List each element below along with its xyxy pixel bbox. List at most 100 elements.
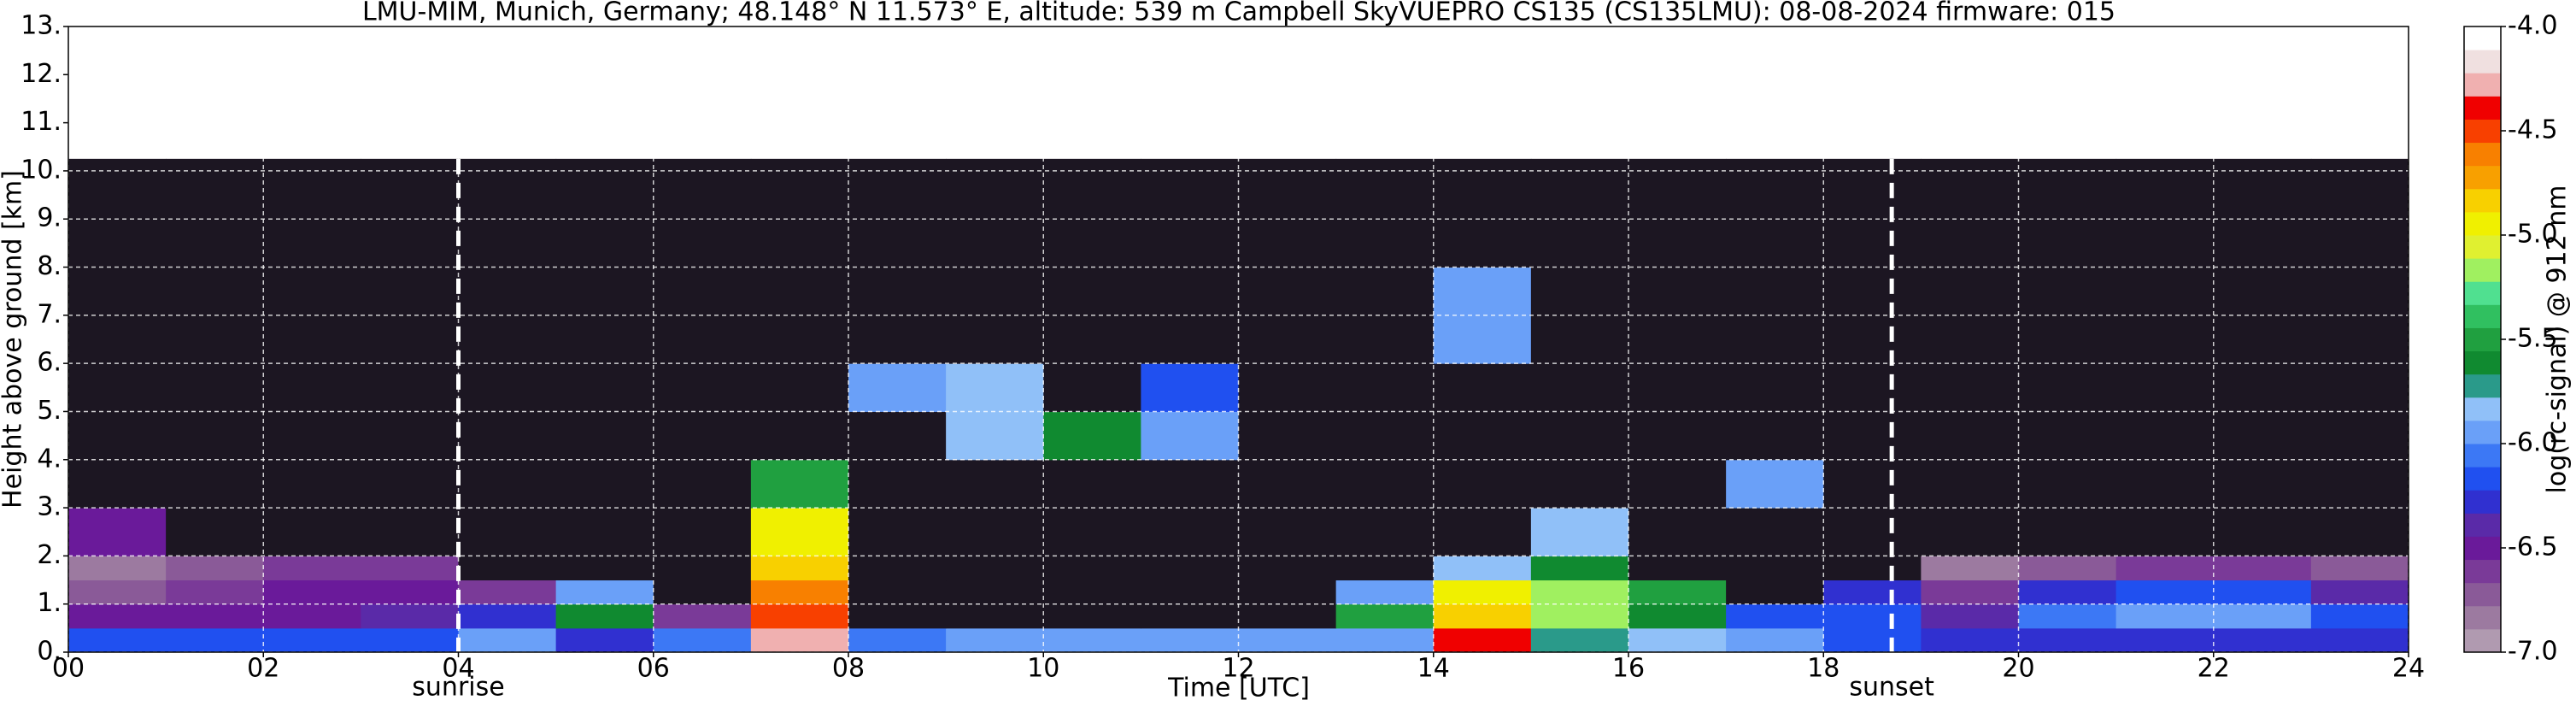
heatmap-cell: [1043, 627, 1141, 653]
heatmap-cell: [555, 158, 654, 268]
heatmap-cell: [1726, 508, 1824, 556]
annotation-label: sunset: [1849, 673, 1934, 703]
heatmap-cell: [1628, 627, 1727, 653]
x-tick-label: 20: [2002, 654, 2034, 684]
heatmap-cell: [1726, 363, 1824, 412]
heatmap-cell: [2115, 556, 2215, 581]
heatmap-cell: [750, 411, 849, 461]
heatmap-cell: [361, 508, 459, 556]
colorbar-swatch: [2464, 350, 2501, 375]
heatmap-cell: [166, 556, 264, 581]
colorbar-swatch: [2464, 73, 2501, 97]
heatmap-cell: [68, 508, 167, 556]
heatmap-cell: [2213, 363, 2312, 412]
colorbar-swatch: [2464, 536, 2501, 561]
heatmap-cell: [750, 158, 849, 268]
heatmap-cell: [1726, 603, 1824, 629]
heatmap-cell: [1921, 411, 2019, 461]
colorbar-swatch: [2464, 26, 2501, 50]
heatmap-cell: [2310, 459, 2409, 509]
heatmap-cell: [1726, 627, 1824, 653]
heatmap-cell: [1335, 603, 1435, 629]
heatmap-cell: [2115, 580, 2215, 605]
y-tick-label: 6.: [37, 348, 62, 378]
x-tick-label: 18: [1807, 654, 1840, 684]
colorbar-tick-label: -7.0: [2508, 637, 2558, 667]
heatmap-cell: [1628, 508, 1727, 556]
heatmap-cell: [1823, 603, 1922, 629]
heatmap-cell: [946, 508, 1044, 556]
heatmap-cell: [750, 580, 849, 605]
heatmap-cell: [1726, 556, 1824, 581]
heatmap-cell: [1921, 508, 2019, 556]
heatmap-cell: [1823, 627, 1922, 653]
y-tick-label: 9.: [37, 203, 62, 233]
heatmap-cell: [263, 580, 361, 605]
heatmap-cell: [263, 508, 361, 556]
heatmap-cell: [1433, 158, 1532, 268]
heatmap-cell: [653, 603, 752, 629]
heatmap-cell: [555, 363, 654, 412]
y-tick-label: 0.: [37, 637, 62, 667]
colorbar-tick-label: -5.0: [2508, 220, 2558, 250]
heatmap-cell: [2213, 459, 2312, 509]
heatmap-cell: [68, 459, 167, 509]
heatmap-cell: [848, 411, 947, 461]
heatmap-cell: [1335, 556, 1435, 581]
heatmap-cell: [166, 603, 264, 629]
heatmap-cell: [458, 363, 557, 412]
heatmap-cell: [1141, 556, 1239, 581]
heatmap-cell: [848, 556, 947, 581]
colorbar-swatch: [2464, 165, 2501, 190]
heatmap-cell: [458, 508, 557, 556]
heatmap-cell: [1921, 627, 2019, 653]
colorbar-tick-label: -4.0: [2508, 11, 2558, 41]
heatmap-cell: [1043, 556, 1141, 581]
heatmap-cell: [1141, 158, 1239, 268]
heatmap-cell: [458, 158, 557, 268]
heatmap-cell: [653, 627, 752, 653]
heatmap-cell: [750, 508, 849, 556]
heatmap-cell: [1043, 580, 1141, 605]
heatmap-cell: [1238, 459, 1337, 509]
y-axis-label: Height above ground [km]: [0, 170, 28, 509]
heatmap-cell: [166, 459, 264, 509]
heatmap-cell: [1335, 459, 1435, 509]
heatmap-cell: [1628, 411, 1727, 461]
heatmap-cell: [1628, 158, 1727, 268]
x-tick-label: 04: [442, 654, 474, 684]
heatmap-cell: [361, 627, 459, 653]
heatmap-cell: [458, 459, 557, 509]
colorbar-swatch: [2464, 513, 2501, 537]
heatmap-cell: [2018, 508, 2117, 556]
heatmap-cell: [2018, 627, 2117, 653]
heatmap-cell: [361, 459, 459, 509]
heatmap-cell: [68, 556, 167, 581]
heatmap-cell: [1433, 627, 1532, 653]
heatmap-cell: [2115, 603, 2215, 629]
colorbar-swatch: [2464, 559, 2501, 584]
y-tick-label: 13.: [21, 11, 62, 41]
heatmap-cell: [946, 363, 1044, 412]
heatmap-cell: [946, 459, 1044, 509]
heatmap-cell: [2310, 556, 2409, 581]
colorbar-swatch: [2464, 188, 2501, 213]
colorbar-swatch: [2464, 235, 2501, 259]
heatmap-cell: [1628, 363, 1727, 412]
heatmap-cell: [361, 411, 459, 461]
heatmap-cell: [1823, 158, 1922, 268]
heatmap-cell: [1823, 459, 1922, 509]
heatmap-cell: [1043, 603, 1141, 629]
heatmap-cell: [2213, 627, 2312, 653]
heatmap-cell: [458, 603, 557, 629]
x-tick-label: 00: [52, 654, 85, 684]
y-tick-label: 5.: [37, 396, 62, 426]
heatmap-cell: [361, 158, 459, 268]
colorbar-swatch: [2464, 281, 2501, 305]
heatmap-cell: [848, 603, 947, 629]
heatmap-cell: [2018, 158, 2117, 268]
heatmap-cell: [166, 363, 264, 412]
y-tick-label: 7.: [37, 299, 62, 329]
heatmap-cell: [263, 627, 361, 653]
colorbar-swatch: [2464, 444, 2501, 468]
